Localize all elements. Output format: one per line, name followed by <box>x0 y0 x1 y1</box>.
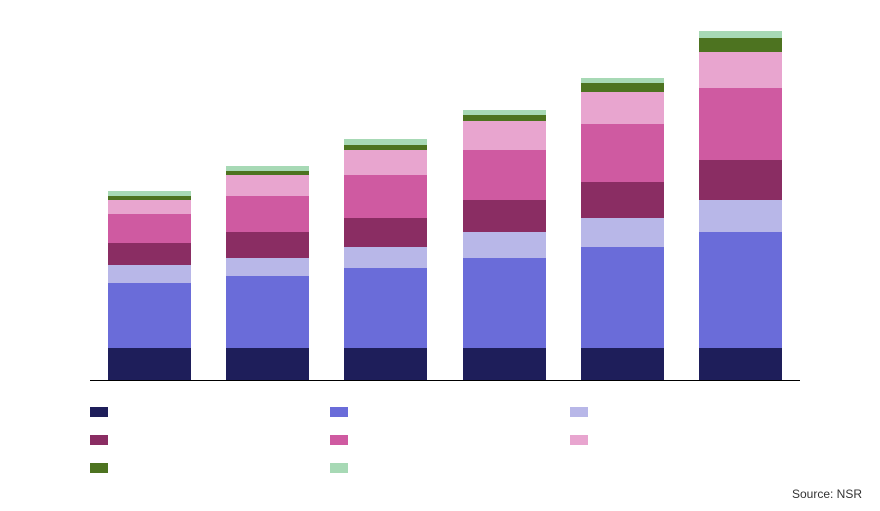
bar-segment <box>226 232 309 257</box>
legend-item <box>570 400 800 424</box>
legend-swatch <box>90 407 108 417</box>
legend-item <box>330 456 560 480</box>
bar-segment <box>581 218 664 247</box>
bar-segment <box>581 83 664 92</box>
bar-segment <box>699 160 782 200</box>
bar-segment <box>108 283 191 348</box>
bar-segment <box>344 348 427 380</box>
bar-segment <box>108 214 191 243</box>
x-axis-labels <box>90 384 800 400</box>
bar-segment <box>108 348 191 380</box>
legend-swatch <box>570 435 588 445</box>
bar-segment <box>581 348 664 380</box>
bar-segment <box>344 247 427 269</box>
legend-item <box>570 428 800 452</box>
bar <box>226 166 309 380</box>
bar-segment <box>226 276 309 348</box>
bar-segment <box>581 182 664 218</box>
bar-segment <box>463 348 546 380</box>
bar-segment <box>463 232 546 257</box>
bar-segment <box>699 348 782 380</box>
legend-swatch <box>90 463 108 473</box>
bar-segment <box>581 92 664 124</box>
legend-item <box>90 456 320 480</box>
bar-segment <box>699 31 782 38</box>
bar-segment <box>344 150 427 175</box>
legend-item <box>90 400 320 424</box>
bar-segment <box>344 268 427 347</box>
bar <box>108 191 191 380</box>
legend-item <box>90 428 320 452</box>
bar-segment <box>108 243 191 265</box>
legend-swatch <box>90 435 108 445</box>
bar-segment <box>108 200 191 214</box>
legend-swatch <box>330 435 348 445</box>
bar-segment <box>226 258 309 276</box>
legend-item <box>330 428 560 452</box>
bar-segment <box>344 175 427 218</box>
bar-segment <box>463 121 546 150</box>
bar-segment <box>463 258 546 348</box>
source-note: Source: NSR <box>792 487 862 501</box>
legend-swatch <box>330 407 348 417</box>
bar-segment <box>108 265 191 283</box>
bar-segment <box>463 200 546 232</box>
chart-container: Source: NSR <box>0 0 880 511</box>
bar-segment <box>344 218 427 247</box>
legend-swatch <box>570 407 588 417</box>
bar-segment <box>699 52 782 88</box>
legend <box>90 400 800 480</box>
bar <box>699 31 782 380</box>
bar-segment <box>699 200 782 232</box>
bar <box>344 139 427 380</box>
x-axis-line <box>90 380 800 381</box>
legend-swatch <box>330 463 348 473</box>
bar-segment <box>581 247 664 348</box>
plot-area <box>90 20 800 380</box>
bar-segment <box>699 232 782 347</box>
bar-segment <box>581 124 664 182</box>
legend-item <box>330 400 560 424</box>
bar <box>463 110 546 380</box>
bar-segment <box>226 196 309 232</box>
bar-segment <box>226 348 309 380</box>
bar-segment <box>699 38 782 52</box>
bar-segment <box>463 150 546 200</box>
bar <box>581 78 664 380</box>
bar-segment <box>226 175 309 197</box>
bar-segment <box>699 88 782 160</box>
